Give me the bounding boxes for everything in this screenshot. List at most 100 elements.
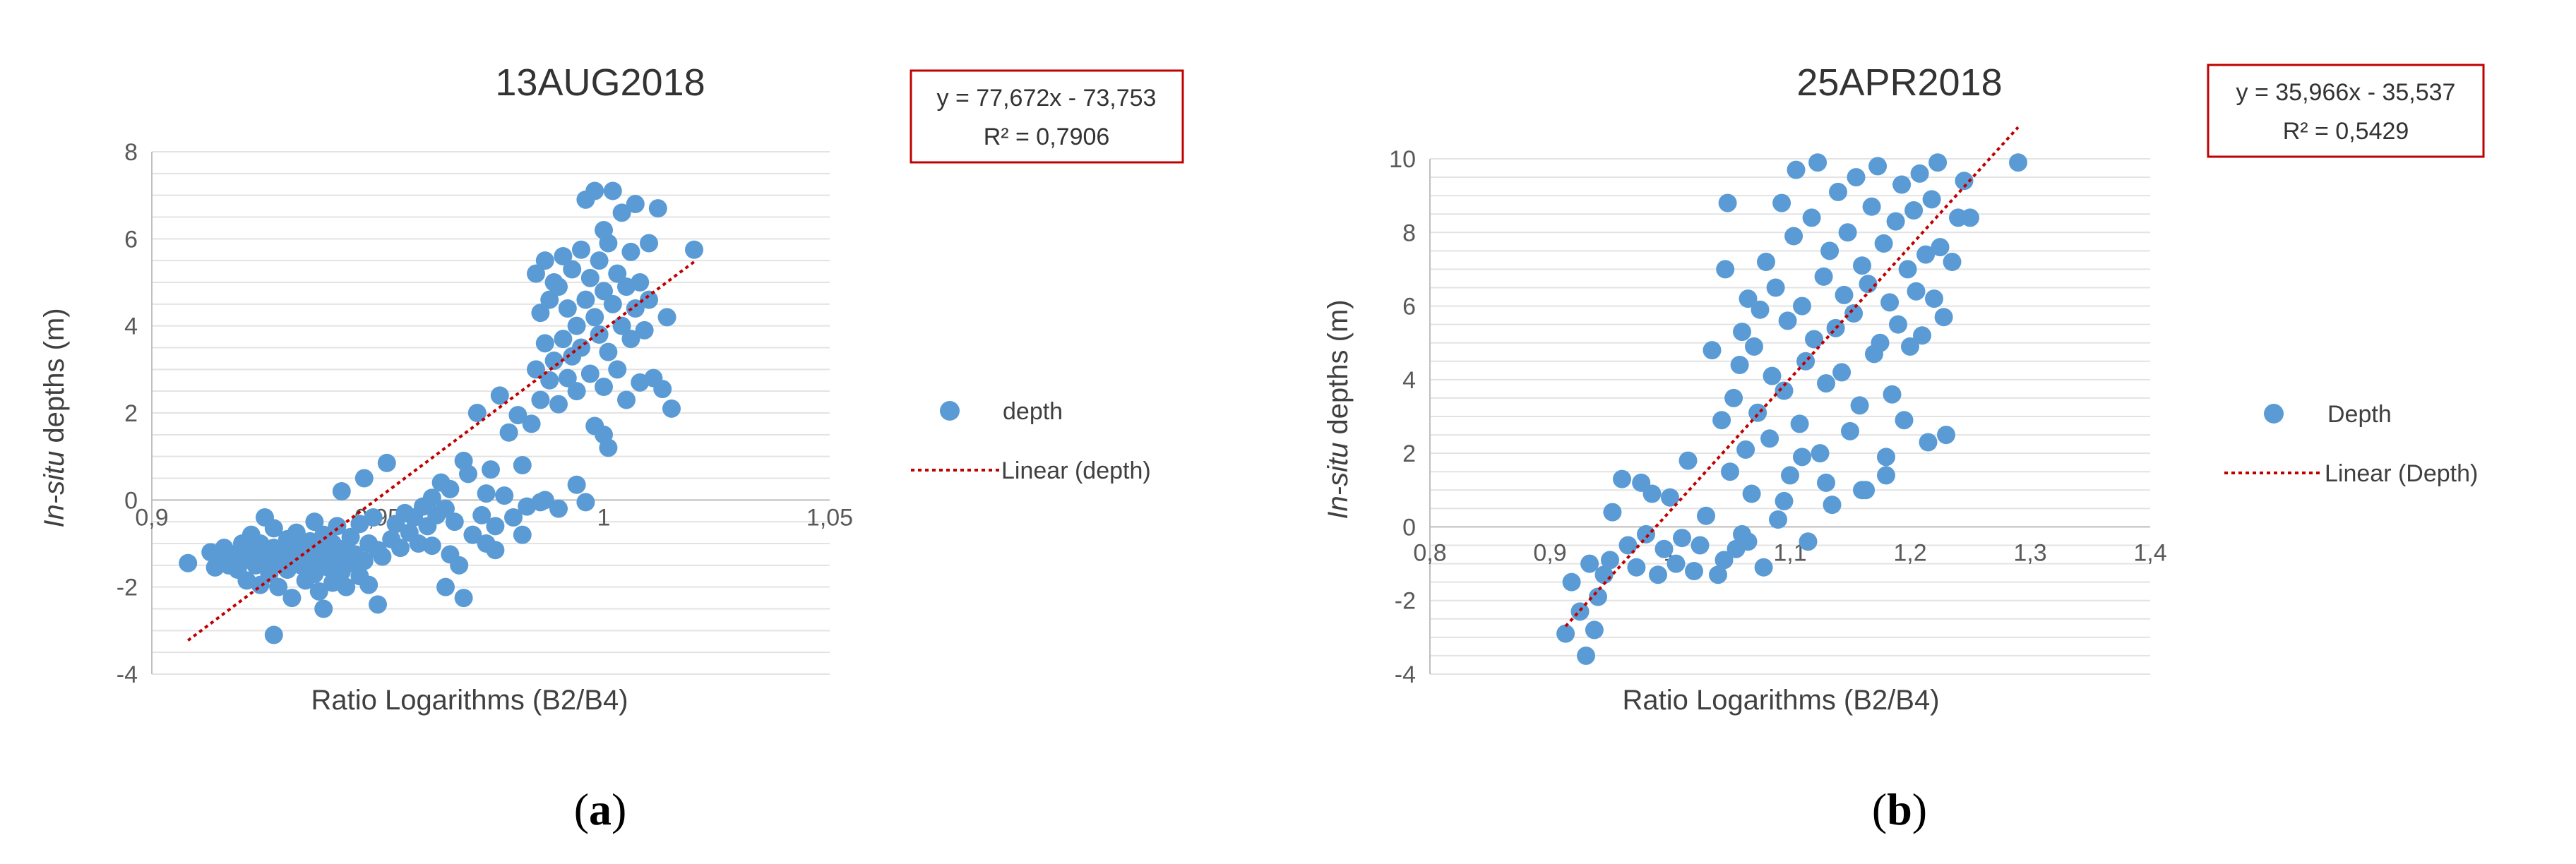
- data-point: [1793, 296, 1811, 316]
- data-point: [1898, 260, 1917, 279]
- data-point: [459, 464, 477, 484]
- data-point: [1613, 469, 1631, 488]
- data-point: [626, 195, 645, 213]
- data-point: [1808, 153, 1827, 172]
- data-point: [603, 294, 622, 313]
- data-point: [1709, 565, 1727, 584]
- data-point: [1886, 212, 1905, 231]
- data-point: [585, 416, 604, 436]
- data-point: [1850, 396, 1869, 415]
- data-point: [409, 534, 428, 553]
- data-point: [1922, 190, 1941, 209]
- data-point: [1853, 481, 1871, 500]
- data-point: [441, 479, 460, 498]
- panel-label-b: (b): [1872, 784, 1927, 834]
- data-point: [626, 299, 645, 318]
- data-point: [1919, 433, 1938, 452]
- data-point: [1601, 551, 1619, 570]
- data-point: [391, 539, 410, 558]
- data-point: [590, 325, 609, 344]
- data-point: [1820, 241, 1839, 260]
- data-point: [612, 316, 631, 335]
- data-point: [314, 599, 333, 618]
- data-point: [531, 304, 550, 323]
- data-point: [1832, 363, 1852, 382]
- data-point: [269, 577, 288, 596]
- equation-box: [910, 69, 1184, 164]
- data-point: [305, 512, 324, 532]
- data-point: [1823, 496, 1842, 515]
- data-point: [1718, 193, 1737, 212]
- data-point: [1577, 646, 1595, 665]
- data-point: [1817, 374, 1835, 393]
- data-point: [1766, 278, 1785, 297]
- data-point: [1724, 388, 1743, 407]
- y-axis-label-italic: In-situ: [39, 451, 70, 528]
- data-point: [1931, 238, 1950, 257]
- data-point: [1685, 562, 1703, 580]
- data-point: [1838, 223, 1857, 242]
- r-squared: R² = 0,5429: [2283, 118, 2409, 145]
- data-point: [1721, 462, 1739, 481]
- legend-label-linear: Linear (depth): [1001, 457, 1151, 484]
- data-point: [1943, 253, 1962, 271]
- data-point: [567, 475, 586, 494]
- y-tick-label: 0: [1402, 514, 1416, 541]
- data-point: [1570, 602, 1590, 621]
- data-point: [585, 181, 604, 200]
- data-point: [1877, 448, 1895, 467]
- data-points: [179, 181, 703, 644]
- y-tick-labels: -4 -2 0 2 4 6 8: [117, 139, 138, 688]
- legend-label-depth: Depth: [2327, 401, 2392, 428]
- data-point: [332, 482, 351, 500]
- y-tick-label: 10: [1389, 146, 1416, 173]
- data-point: [1847, 168, 1866, 187]
- data-point: [1904, 201, 1924, 220]
- data-point: [1937, 426, 1955, 445]
- data-point: [1841, 421, 1859, 440]
- data-point: [572, 240, 590, 259]
- data-point: [1859, 275, 1878, 294]
- data-point: [1811, 444, 1830, 463]
- data-point: [1934, 308, 1953, 327]
- data-point: [1618, 536, 1638, 555]
- data-point: [631, 273, 650, 292]
- x-tick-labels: 0,80,911,11,21,31,4: [1413, 539, 2166, 566]
- data-point: [1961, 208, 1979, 227]
- data-point: [1799, 532, 1818, 551]
- data-point: [486, 517, 505, 536]
- data-point: [513, 525, 532, 544]
- data-point: [1883, 385, 1902, 404]
- x-tick-label: 1,4: [2133, 539, 2166, 566]
- data-point: [264, 625, 283, 644]
- data-point: [486, 541, 505, 560]
- data-point: [1925, 289, 1943, 308]
- data-point: [513, 456, 532, 474]
- data-point: [640, 234, 658, 253]
- data-point: [179, 553, 198, 572]
- r-squared: R² = 0,7906: [984, 124, 1110, 150]
- data-point: [1751, 300, 1770, 319]
- y-axis-label-rest: depths (m): [39, 308, 70, 450]
- data-point: [1772, 193, 1791, 212]
- data-point: [1901, 337, 1919, 356]
- data-point: [422, 536, 441, 556]
- data-point: [2009, 153, 2027, 172]
- data-point: [1889, 315, 1907, 334]
- y-tick-label: 2: [124, 400, 138, 427]
- data-point: [1742, 484, 1761, 503]
- y-tick-label: -4: [117, 661, 138, 688]
- data-point: [1690, 536, 1710, 555]
- data-point: [1829, 182, 1847, 201]
- data-point: [1736, 440, 1755, 459]
- x-tick-label: 1,05: [806, 504, 853, 531]
- data-point: [1907, 282, 1926, 301]
- data-point: [544, 352, 564, 370]
- data-point: [1784, 227, 1803, 246]
- data-point: [595, 378, 613, 396]
- y-tick-label: 2: [1402, 440, 1416, 467]
- data-point: [653, 380, 672, 399]
- data-point: [1805, 330, 1823, 349]
